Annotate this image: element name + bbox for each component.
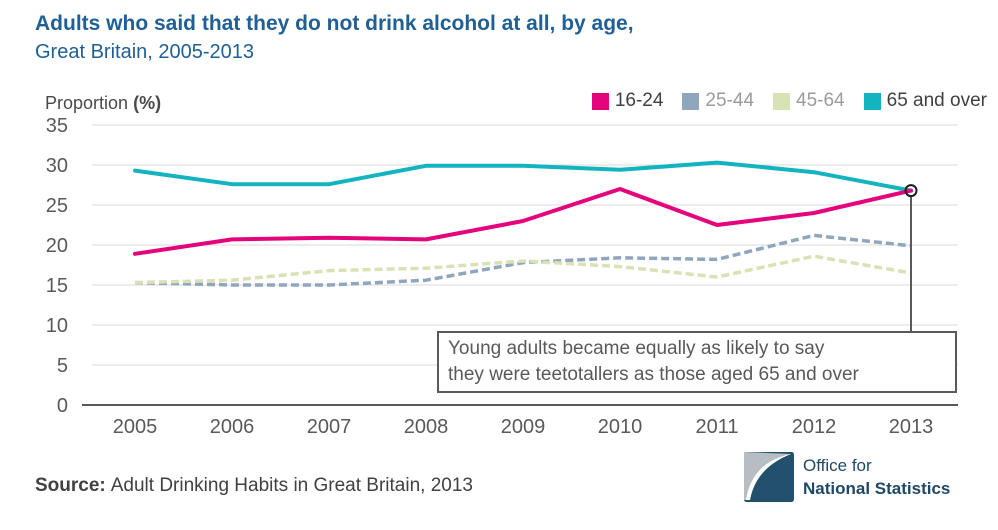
y-tick-label: 15 (46, 275, 68, 297)
y-axis-unit-label: Proportion (%) (45, 93, 161, 114)
source-note: Source: Adult Drinking Habits in Great Br… (35, 475, 473, 497)
x-tick-label: 2011 (695, 416, 738, 438)
y-tick-label: 25 (46, 195, 68, 217)
annotation-line-1: Young adults became equally as likely to… (448, 338, 825, 359)
y-axis-unit-symbol: (%) (133, 93, 162, 113)
y-tick-label: 30 (46, 155, 68, 177)
legend-swatch-45-64 (773, 92, 791, 110)
chart-subtitle: Great Britain, 2005-2013 (35, 41, 255, 63)
y-tick-label: 5 (57, 355, 68, 377)
chart-title: Adults who said that they do not drink a… (35, 12, 634, 35)
legend-item-16-24: 16-24 (591, 90, 664, 112)
series-line-45-64 (134, 254, 912, 285)
x-tick-label: 2013 (889, 416, 934, 438)
source-text: Adult Drinking Habits in Great Britain, … (110, 475, 473, 496)
x-tick-label: 2006 (210, 416, 255, 438)
legend-label-25-44: 25-44 (705, 90, 755, 111)
y-axis-unit-text: Proportion (45, 93, 129, 113)
y-tick-label: 35 (46, 115, 68, 137)
ons-logo: Office for National Statistics (744, 452, 950, 502)
legend: 16-24 25-44 45-64 65 and over (591, 90, 987, 112)
line-chart: 0 5 10 15 20 25 30 35 2005 2006 2007 2008 2009 2010 20… (46, 115, 958, 438)
y-tick-label: 20 (46, 235, 68, 257)
annotation-line-2: they were teetotallers as those aged 65 … (448, 364, 859, 385)
legend-swatch-65-and-over (863, 92, 881, 110)
endpoint-marker-circle (904, 184, 918, 198)
ons-logo-mark (744, 452, 794, 502)
ons-logo-text: Office for National Statistics (803, 452, 950, 500)
legend-label-45-64: 45-64 (796, 90, 845, 111)
legend-swatch-25-44 (682, 92, 700, 110)
legend-swatch-16-24 (591, 92, 609, 110)
x-tick-label: 2009 (501, 416, 546, 438)
x-tick-label: 2010 (598, 416, 643, 438)
legend-item-45-64: 45-64 (773, 90, 845, 112)
x-tick-label: 2012 (792, 416, 837, 438)
x-tick-label: 2008 (404, 416, 449, 438)
x-tick-label: 2005 (113, 416, 158, 438)
ons-logo-line-1: Office for (803, 456, 872, 475)
ons-logo-line-2: National Statistics (803, 479, 951, 498)
y-tick-label: 0 (57, 395, 68, 417)
y-tick-label: 10 (46, 315, 68, 337)
series-line-16-24 (133, 187, 913, 256)
legend-item-65-and-over: 65 and over (863, 90, 987, 112)
legend-label-16-24: 16-24 (614, 90, 664, 111)
annotation-box: Young adults became equally as likely to… (437, 331, 957, 393)
legend-label-65-and-over: 65 and over (886, 90, 987, 111)
source-label: Source: (35, 475, 106, 496)
series-line-65-and-over (133, 160, 913, 193)
legend-item-25-44: 25-44 (682, 90, 754, 112)
x-tick-label: 2007 (307, 416, 352, 438)
